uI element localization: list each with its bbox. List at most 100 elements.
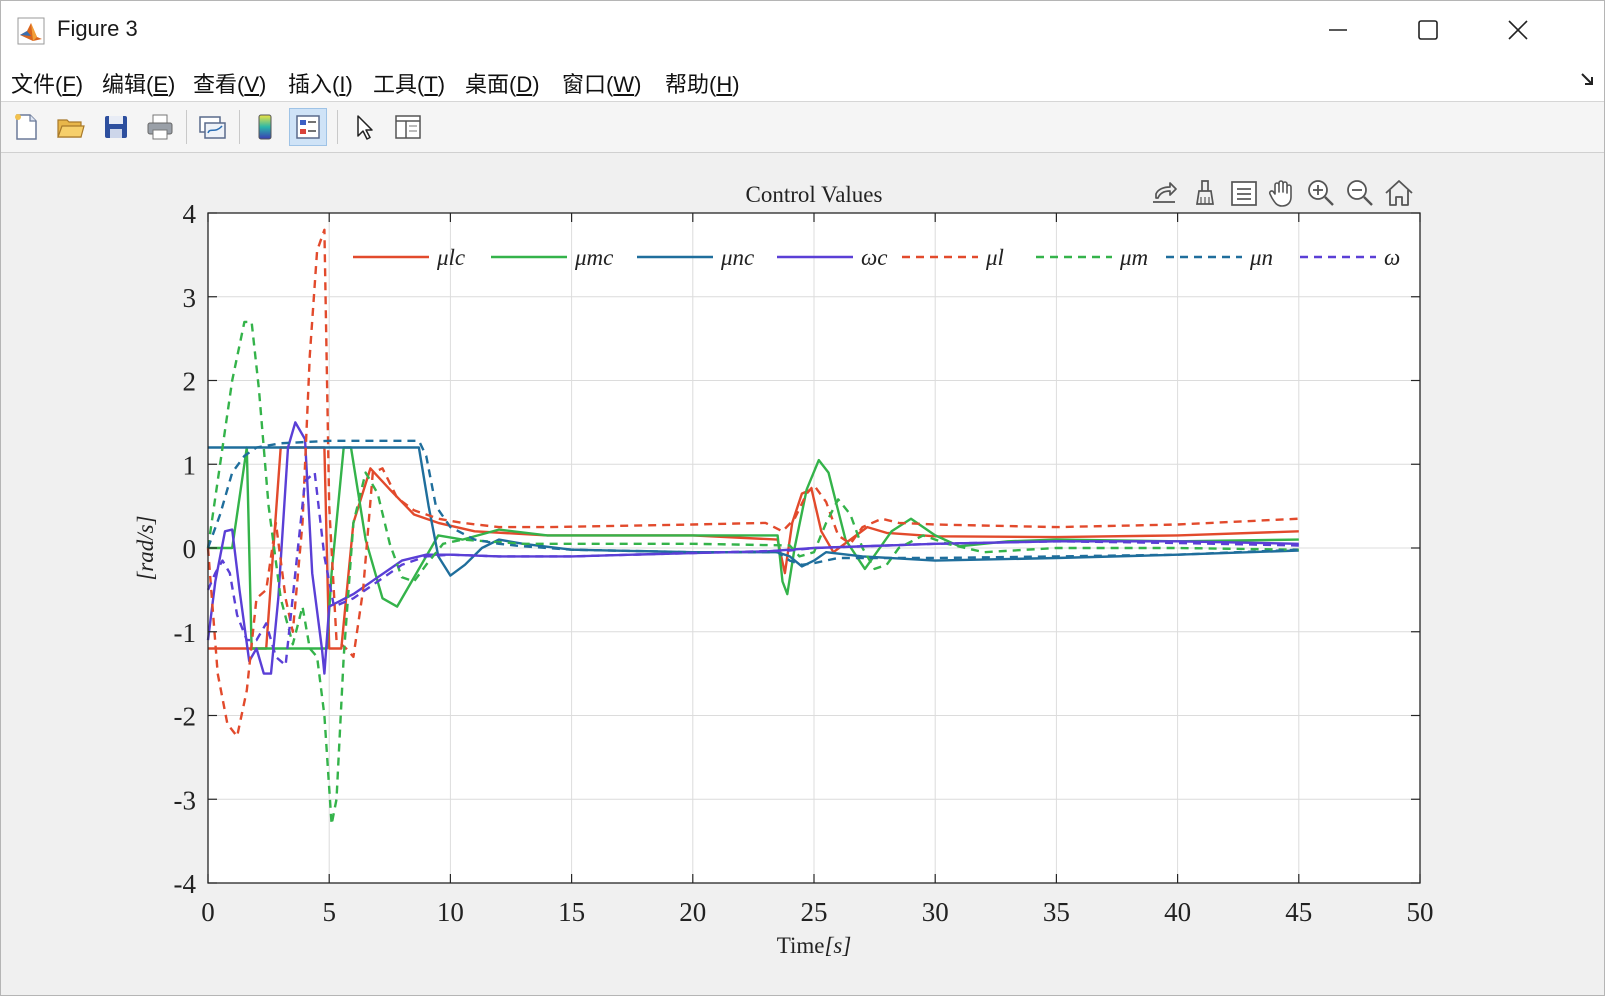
zoom-out-icon [1347, 180, 1373, 206]
maximize-button[interactable] [1383, 1, 1473, 59]
menu-insert[interactable]: 插入(I) [288, 72, 353, 97]
edit-plot-icon [357, 115, 373, 140]
legend-label-5: μm [1119, 245, 1148, 270]
export-icon [1153, 182, 1177, 203]
menu-desktop[interactable]: 桌面(D) [465, 72, 540, 97]
series-line-1 [208, 446, 1299, 650]
x-tick-label: 25 [801, 897, 828, 927]
series-line-3 [206, 421, 1299, 675]
link-plot-button[interactable] [193, 108, 231, 146]
x-tick-label: 15 [558, 897, 585, 927]
minimize-button[interactable] [1293, 1, 1383, 59]
x-tick-label: 35 [1043, 897, 1070, 927]
menu-view[interactable]: 查看(V) [193, 72, 267, 97]
save-icon [105, 116, 127, 138]
x-tick-label: 5 [322, 897, 336, 927]
series-line-4 [206, 228, 1299, 738]
legend-label-2: μnc [720, 245, 754, 270]
series-layer [206, 228, 1299, 826]
link-plot-icon [199, 116, 226, 139]
series-line-0 [208, 446, 1299, 650]
y-axis-label: [rad/s] [133, 515, 158, 580]
menu-tools[interactable]: 工具(T) [373, 72, 446, 97]
zoom-out-button[interactable] [1342, 174, 1378, 212]
x-tick-label: 40 [1164, 897, 1191, 927]
legend-label-1: μmc [574, 245, 613, 270]
save-button[interactable] [97, 108, 135, 146]
menu-help[interactable]: 帮助(H) [665, 72, 740, 97]
open-file-button[interactable] [51, 108, 89, 146]
toolbar-separator [186, 110, 187, 144]
y-tick-label: -4 [174, 869, 197, 899]
figure-toolbar [1, 102, 1604, 153]
brush-button[interactable] [1187, 174, 1223, 212]
toolbar-separator [239, 110, 240, 144]
home-button[interactable] [1381, 174, 1417, 212]
y-tick-label: 3 [183, 283, 197, 313]
series-line-5 [206, 320, 1299, 826]
legend-label-0: μlc [436, 245, 465, 270]
close-icon [1508, 20, 1528, 40]
chart-title: Control Values [746, 182, 883, 207]
legend[interactable]: μlc μmc μnc ωc μl μm μn ω [353, 245, 1400, 270]
maximize-icon [1418, 20, 1438, 40]
colorbar-icon [258, 114, 272, 140]
print-button[interactable] [141, 108, 179, 146]
window-title: Figure 3 [57, 16, 138, 41]
y-tick-label: 4 [183, 199, 197, 229]
print-icon [147, 114, 173, 140]
y-tick-label: -3 [174, 785, 197, 815]
series-line-2 [208, 446, 1299, 577]
legend-label-4: μl [985, 245, 1004, 270]
x-tick-label: 50 [1407, 897, 1434, 927]
menu-window[interactable]: 窗口(W) [562, 72, 642, 97]
menu-bar: 文件(F) 编辑(E) 查看(V) 插入(I) 工具(T) 桌面(D) 窗口(W… [1, 59, 1604, 102]
plot-area [208, 213, 1420, 883]
legend-label-6: μn [1249, 245, 1273, 270]
pan-icon [1268, 180, 1292, 207]
series-line-7 [206, 471, 1299, 667]
title-bar[interactable]: Figure 3 [1, 1, 1604, 59]
y-tick-label: 2 [183, 367, 197, 397]
menu-edit[interactable]: 编辑(E) [102, 72, 176, 97]
legend-button[interactable] [289, 108, 327, 146]
close-button[interactable] [1473, 1, 1563, 59]
property-inspector-icon [395, 115, 421, 139]
legend-label-3: ωc [861, 245, 887, 270]
data-tips-button[interactable] [1226, 174, 1262, 212]
x-tick-label: 45 [1285, 897, 1312, 927]
open-file-icon [57, 119, 85, 138]
data-tips-icon [1231, 181, 1257, 206]
zoom-in-button[interactable] [1303, 174, 1339, 212]
minimize-icon [1329, 29, 1347, 31]
x-tick-label: 0 [201, 897, 215, 927]
export-button[interactable] [1146, 174, 1182, 212]
toolbar-separator [337, 110, 338, 144]
x-axis-label: Time[s] [777, 933, 852, 958]
pan-button[interactable] [1264, 174, 1300, 212]
legend-icon [296, 115, 320, 139]
x-tick-label: 30 [922, 897, 949, 927]
y-tick-label: -2 [174, 702, 197, 732]
new-figure-icon [15, 114, 37, 140]
x-tick-label: 10 [437, 897, 464, 927]
grid-lines [207, 212, 1421, 884]
matlab-logo-icon [17, 17, 45, 45]
axes-box [207, 212, 1421, 884]
dock-arrow-icon[interactable] [1579, 71, 1597, 89]
colorbar-button[interactable] [246, 108, 284, 146]
series-line-6 [206, 439, 1299, 566]
home-icon [1385, 180, 1413, 206]
legend-label-7: ω [1384, 245, 1400, 270]
new-figure-button[interactable] [7, 108, 45, 146]
y-tick-label: -1 [174, 618, 197, 648]
property-inspector-button[interactable] [389, 108, 427, 146]
x-tick-label: 20 [679, 897, 706, 927]
brush-icon [1196, 180, 1214, 205]
zoom-in-icon [1308, 180, 1334, 206]
edit-plot-button[interactable] [345, 108, 383, 146]
y-tick-label: 1 [183, 450, 197, 480]
menu-file[interactable]: 文件(F) [11, 72, 84, 97]
